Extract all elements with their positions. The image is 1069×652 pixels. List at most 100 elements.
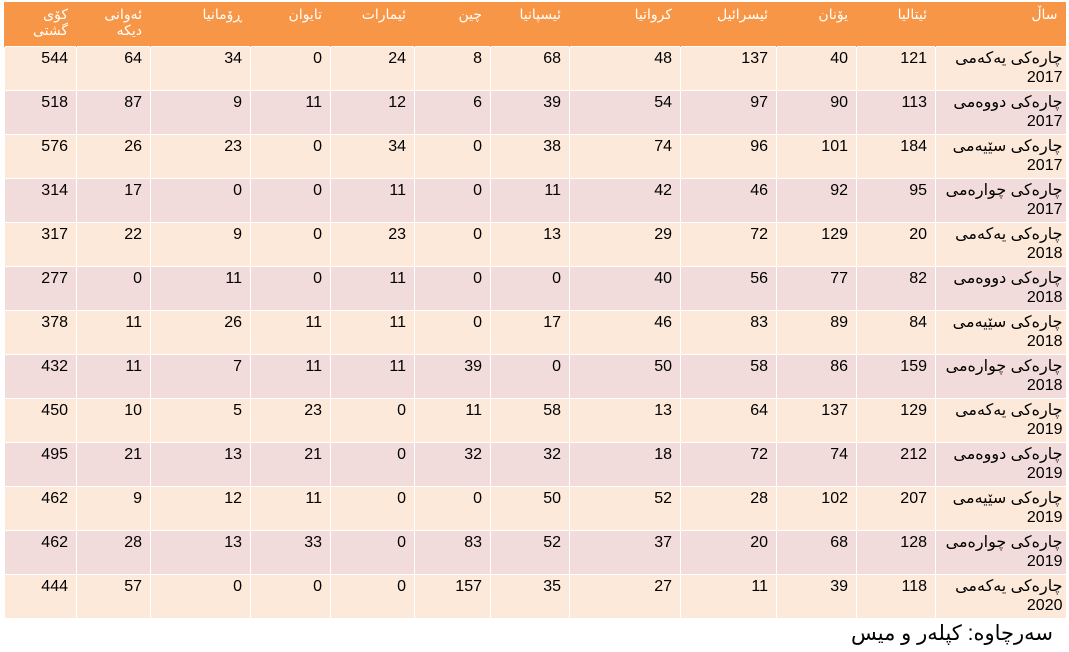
table-cell: 128 [856,530,936,575]
table-cell: 39 [490,90,570,135]
table-cell: 12 [330,90,415,135]
table-cell: 74 [776,442,857,487]
table-cell: 74 [569,134,681,179]
table-cell: 0 [330,530,415,575]
table-cell: 97 [680,90,777,135]
column-header: یۆنان [776,2,857,47]
table-cell: 0 [76,266,151,311]
table-cell: 13 [150,530,251,575]
table-cell: 18 [569,442,681,487]
table-cell: 0 [490,354,570,399]
table-cell: 50 [490,486,570,531]
table-cell: 72 [680,442,777,487]
table-cell: 6 [414,90,491,135]
table-cell: 86 [776,354,857,399]
table-cell: 26 [150,310,251,355]
table-cell: 11 [250,354,331,399]
table-cell: 87 [76,90,151,135]
table-cell: 432 [4,354,77,399]
table-cell: 95 [856,178,936,223]
table-cell: 207 [856,486,936,531]
table-cell: 23 [250,398,331,443]
row-label: چارەکی یەکەمی 2019 [935,398,1066,443]
table-cell: 22 [76,222,151,267]
table-cell: 9 [76,486,151,531]
table-cell: 23 [330,222,415,267]
table-row: چارەکی دووەمی 2019 212 74 72 18 32 32 0 21 13 21 49… [4,442,1066,487]
table-cell: 82 [856,266,936,311]
table-cell: 0 [330,574,415,618]
table-cell: 38 [490,134,570,179]
table-cell: 13 [569,398,681,443]
table-cell: 28 [680,486,777,531]
table-cell: 0 [250,266,331,311]
column-header: ئیمارات [330,2,415,47]
row-label: چارەکی سێیەمی 2017 [935,134,1066,179]
table-cell: 89 [776,310,857,355]
table-cell: 64 [680,398,777,443]
row-label: چارەکی سێیەمی 2018 [935,310,1066,355]
table-cell: 92 [776,178,857,223]
table-cell: 40 [569,266,681,311]
table-cell: 35 [490,574,570,618]
table-cell: 137 [776,398,857,443]
table-cell: 444 [4,574,77,618]
table-row: چارەکی دووەمی 2017 113 90 97 54 39 6 12 11 9 87 518 [4,90,1066,135]
table-cell: 46 [680,178,777,223]
table-cell: 129 [776,222,857,267]
table-cell: 21 [76,442,151,487]
row-label: چارەکی چوارەمی 2017 [935,178,1066,223]
table-cell: 83 [414,530,491,575]
row-label: چارەکی یەکەمی 2018 [935,222,1066,267]
table-cell: 0 [414,266,491,311]
table-cell: 11 [250,310,331,355]
table-row: چارەکی سێیەمی 2017 184 101 96 74 38 0 34 0 23 26 57… [4,134,1066,179]
table-row: چارەکی چوارەمی 2019 128 68 20 37 52 83 0 33 13 28 4… [4,530,1066,575]
table-cell: 12 [150,486,251,531]
table-row: چارەکی سێیەمی 2019 207 102 28 52 50 0 0 11 12 9 462 [4,486,1066,531]
table-cell: 121 [856,46,936,91]
column-header: ئەوانی دیکە [76,2,151,47]
table-cell: 13 [490,222,570,267]
column-header: ساڵ [935,2,1066,47]
row-label: چارەکی دووەمی 2018 [935,266,1066,311]
table-cell: 57 [76,574,151,618]
table-cell: 495 [4,442,77,487]
table-cell: 137 [680,46,777,91]
table-cell: 58 [680,354,777,399]
table-cell: 10 [76,398,151,443]
table-cell: 39 [776,574,857,618]
table-header-row: ساڵ ئیتالیا یۆنان ئیسرائیل کرواتیا ئیسپانیا چی… [4,2,1066,47]
table-cell: 0 [414,222,491,267]
table-cell: 40 [776,46,857,91]
table-cell: 58 [490,398,570,443]
table-cell: 37 [569,530,681,575]
table-cell: 52 [490,530,570,575]
table-cell: 0 [330,486,415,531]
table-cell: 0 [250,178,331,223]
row-label: چارەکی یەکەمی 2020 [935,574,1066,618]
table-cell: 29 [569,222,681,267]
column-header: کرواتیا [569,2,681,47]
table-cell: 378 [4,310,77,355]
table-cell: 23 [150,134,251,179]
table-cell: 576 [4,134,77,179]
table-cell: 11 [414,398,491,443]
row-label: چارەکی دووەمی 2019 [935,442,1066,487]
table-cell: 83 [680,310,777,355]
table-cell: 0 [250,46,331,91]
table-cell: 56 [680,266,777,311]
table-cell: 101 [776,134,857,179]
table-cell: 462 [4,486,77,531]
table-cell: 9 [150,90,251,135]
column-header: ئیسرائیل [680,2,777,47]
table-cell: 518 [4,90,77,135]
column-header: ڕۆمانیا [150,2,251,47]
table-cell: 11 [330,178,415,223]
table-row: چارەکی سێیەمی 2018 84 89 83 46 17 0 11 11 26 11 378 [4,310,1066,355]
table-cell: 54 [569,90,681,135]
table-cell: 7 [150,354,251,399]
table-row: چارەکی یەکەمی 2017 121 40 137 48 68 8 24 0 34 64 54… [4,46,1066,91]
table-cell: 462 [4,530,77,575]
